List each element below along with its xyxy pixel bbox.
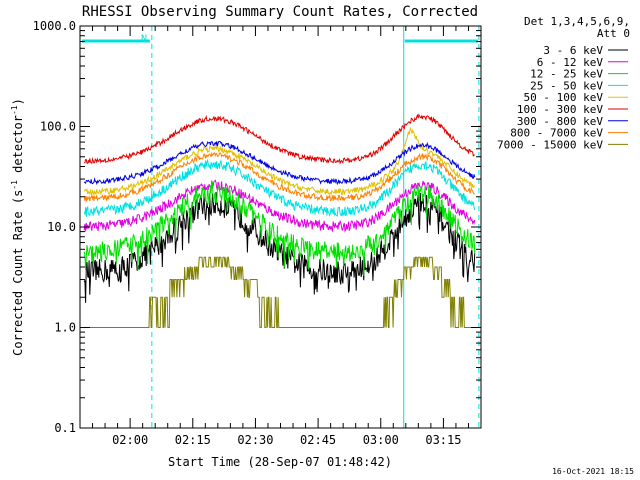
legend-label: 25 - 50 keV: [530, 79, 603, 92]
y-tick-label: 0.1: [54, 421, 76, 435]
x-axis-ticks: 02:00 02:15 02:30 02:45 03:00 03:15: [79, 26, 482, 447]
series-line-3: [83, 182, 476, 277]
saa-annotation: N: [141, 34, 147, 45]
series-line-7: [83, 140, 476, 186]
y-tick-label: 1.0: [54, 321, 76, 335]
legend-label: 50 - 100 keV: [524, 91, 604, 104]
legend-label: 6 - 12 keV: [537, 56, 604, 69]
x-tick-label: 03:15: [425, 433, 461, 447]
legend-label: 800 - 7000 keV: [510, 127, 603, 140]
x-tick-label: 02:15: [175, 433, 211, 447]
series-line-5: [83, 126, 476, 197]
legend-header-line-2: Att 0: [597, 27, 630, 40]
y-axis-ticks: 0.1 1.0 10.0 100.0 1000.0: [33, 19, 481, 435]
y-tick-label: 1000.0: [33, 19, 76, 33]
y-axis-label-main: Corrected Count Rate (s: [11, 190, 25, 356]
series-line-2: [83, 179, 476, 233]
timestamp: 16-Oct-2021 18:15: [552, 467, 634, 476]
chart-title: RHESSI Observing Summary Count Rates, Co…: [82, 4, 478, 20]
y-axis-label: Corrected Count Rate (s-1 detector-1): [10, 98, 25, 356]
y-tick-label: 100.0: [40, 120, 76, 134]
y-tick-label: 10.0: [47, 220, 76, 234]
legend-label: 12 - 25 keV: [530, 68, 603, 81]
y-axis-label-sup: -1: [10, 180, 19, 190]
x-tick-label: 02:45: [300, 433, 336, 447]
x-tick-label: 02:30: [237, 433, 273, 447]
plot-frame: [79, 25, 482, 429]
legend-label: 300 - 800 keV: [517, 115, 603, 128]
legend-label: 3 - 6 keV: [543, 44, 603, 57]
y-axis-label-sup2: -1: [10, 105, 19, 115]
plot-content: N: [79, 26, 480, 428]
series-line-8: [83, 151, 475, 202]
series-line-4: [83, 158, 476, 217]
legend-label: 7000 - 15000 keV: [497, 138, 603, 151]
series-line-1: [83, 192, 476, 303]
legend-header-line-1: Det 1,3,4,5,6,9,: [524, 15, 630, 28]
x-tick-label: 03:00: [363, 433, 399, 447]
x-tick-label: 02:00: [112, 433, 148, 447]
series-line-9: [84, 256, 475, 328]
x-axis-label: Start Time (28-Sep-07 01:48:42): [168, 455, 392, 469]
series-line-6: [84, 113, 476, 165]
legend-label: 100 - 300 keV: [517, 103, 603, 116]
y-axis-label-mid: detector: [11, 115, 25, 180]
y-axis-label-end: ): [11, 98, 25, 105]
